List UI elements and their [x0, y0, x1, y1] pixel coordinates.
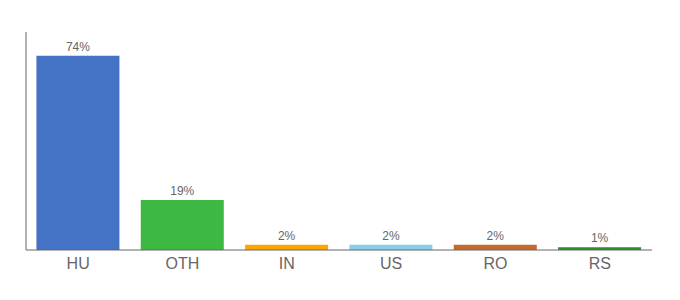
svg-text:1%: 1%: [591, 231, 609, 245]
svg-text:2%: 2%: [382, 229, 400, 243]
svg-text:US: US: [380, 255, 402, 272]
svg-text:19%: 19%: [170, 184, 194, 198]
svg-text:OTH: OTH: [166, 255, 200, 272]
svg-text:RS: RS: [589, 255, 611, 272]
svg-text:74%: 74%: [66, 40, 90, 54]
svg-text:IN: IN: [279, 255, 295, 272]
svg-text:HU: HU: [67, 255, 90, 272]
svg-text:2%: 2%: [278, 229, 296, 243]
svg-text:2%: 2%: [487, 229, 505, 243]
svg-text:RO: RO: [484, 255, 508, 272]
